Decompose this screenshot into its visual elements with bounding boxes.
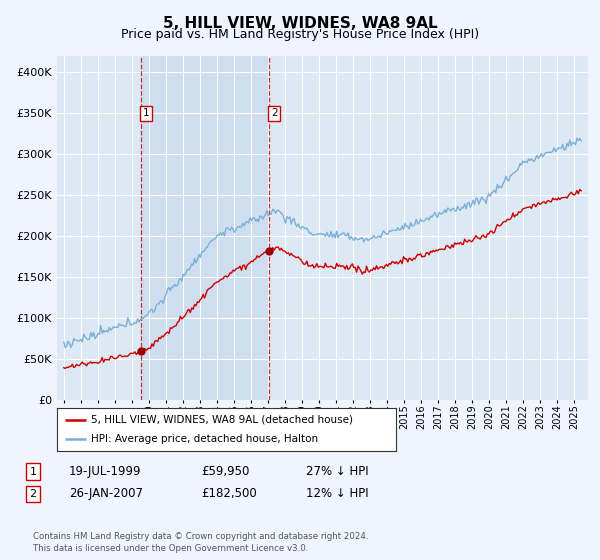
- Bar: [141, 56, 269, 400]
- Text: 5, HILL VIEW, WIDNES, WA8 9AL (detached house): 5, HILL VIEW, WIDNES, WA8 9AL (detached …: [91, 415, 353, 424]
- Text: 2: 2: [29, 489, 37, 499]
- Text: 1: 1: [29, 466, 37, 477]
- Text: Price paid vs. HM Land Registry's House Price Index (HPI): Price paid vs. HM Land Registry's House …: [121, 28, 479, 41]
- Text: 26-JAN-2007: 26-JAN-2007: [69, 487, 143, 501]
- Text: 2: 2: [271, 109, 278, 118]
- Text: £59,950: £59,950: [201, 465, 250, 478]
- Text: Contains HM Land Registry data © Crown copyright and database right 2024.
This d: Contains HM Land Registry data © Crown c…: [33, 533, 368, 553]
- Text: HPI: Average price, detached house, Halton: HPI: Average price, detached house, Halt…: [91, 435, 318, 444]
- Text: 5, HILL VIEW, WIDNES, WA8 9AL: 5, HILL VIEW, WIDNES, WA8 9AL: [163, 16, 437, 31]
- Text: 19-JUL-1999: 19-JUL-1999: [69, 465, 142, 478]
- Text: 27% ↓ HPI: 27% ↓ HPI: [306, 465, 368, 478]
- Text: 1: 1: [143, 109, 149, 118]
- Text: £182,500: £182,500: [201, 487, 257, 501]
- Text: 12% ↓ HPI: 12% ↓ HPI: [306, 487, 368, 501]
